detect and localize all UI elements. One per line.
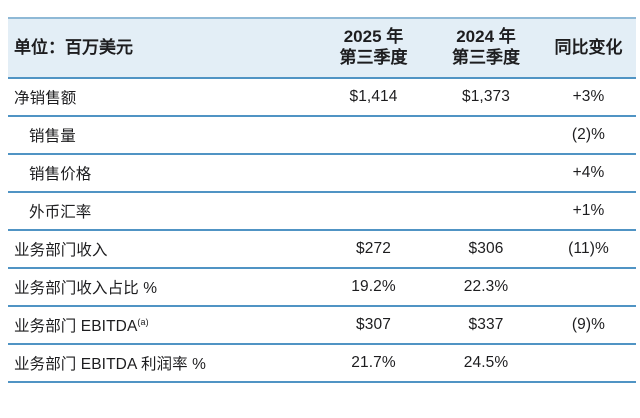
table-row-sales-volume: 销售量 (2)% bbox=[8, 116, 636, 154]
row-label: 业务部门收入占比 % bbox=[14, 280, 158, 297]
column-header-yoy-change: 同比变化 bbox=[554, 37, 623, 57]
footnote-marker: (a) bbox=[137, 316, 149, 327]
value-q3-2024: 22.3% bbox=[463, 278, 509, 295]
table-body: 净销售额 $1,414 $1,373 +3% 销售量 (2)% 销售价格 +4%… bbox=[8, 78, 636, 382]
row-label: 外币汇率 bbox=[29, 204, 92, 221]
table-row-foreign-currency: 外币汇率 +1% bbox=[8, 192, 636, 230]
value-q3-2024: $1,373 bbox=[461, 88, 510, 105]
value-yoy-change: (9)% bbox=[571, 316, 606, 333]
table-row-segment-income: 业务部门收入 $272 $306 (11)% bbox=[8, 230, 636, 268]
value-q3-2025: $272 bbox=[356, 240, 391, 257]
value-q3-2024 bbox=[431, 192, 541, 230]
table-row-segment-ebitda: 业务部门 EBITDA(a) $307 $337 (9)% bbox=[8, 306, 636, 344]
value-yoy-change: (2)% bbox=[571, 126, 606, 143]
value-q3-2025: $307 bbox=[356, 316, 391, 333]
financial-results-table: 单位：百万美元 2025 年 第三季度 2024 年 第三季度 同比变化 bbox=[8, 17, 636, 383]
value-q3-2024: $306 bbox=[468, 240, 504, 257]
value-yoy-change: +4% bbox=[572, 164, 605, 181]
header-row: 单位：百万美元 2025 年 第三季度 2024 年 第三季度 同比变化 bbox=[8, 18, 636, 78]
value-yoy-change: +3% bbox=[572, 88, 605, 105]
unit-label: 单位：百万美元 bbox=[14, 37, 133, 57]
row-label: 净销售额 bbox=[14, 90, 77, 107]
financial-table-container: 单位：百万美元 2025 年 第三季度 2024 年 第三季度 同比变化 bbox=[8, 17, 636, 383]
value-q3-2024 bbox=[431, 154, 541, 192]
value-yoy-change: (11)% bbox=[568, 240, 609, 257]
column-header-q3-2025: 2025 年 第三季度 bbox=[339, 27, 408, 67]
value-q3-2025 bbox=[316, 192, 431, 230]
value-q3-2025 bbox=[316, 154, 431, 192]
value-q3-2025 bbox=[316, 116, 431, 154]
value-q3-2025: 21.7% bbox=[351, 354, 396, 371]
value-q3-2024 bbox=[431, 116, 541, 154]
row-label: 销售量 bbox=[29, 128, 76, 145]
table-row-segment-income-margin: 业务部门收入占比 % 19.2% 22.3% bbox=[8, 268, 636, 306]
value-yoy-change bbox=[541, 268, 636, 306]
value-yoy-change: +1% bbox=[572, 202, 605, 219]
table-row-sales-price: 销售价格 +4% bbox=[8, 154, 636, 192]
table-row-segment-ebitda-margin: 业务部门 EBITDA 利润率 % 21.7% 24.5% bbox=[8, 344, 636, 382]
row-label: 业务部门收入 bbox=[14, 242, 108, 259]
row-label: 销售价格 bbox=[29, 166, 92, 183]
value-q3-2024: $337 bbox=[468, 316, 504, 333]
value-q3-2024: 24.5% bbox=[463, 354, 509, 371]
table-row-net-sales: 净销售额 $1,414 $1,373 +3% bbox=[8, 78, 636, 116]
value-q3-2025: 19.2% bbox=[351, 278, 396, 295]
column-header-q3-2024: 2024 年 第三季度 bbox=[452, 27, 520, 67]
column-header-unit: 单位：百万美元 bbox=[8, 18, 316, 78]
row-label: 业务部门 EBITDA 利润率 % bbox=[14, 356, 207, 373]
table-header: 单位：百万美元 2025 年 第三季度 2024 年 第三季度 同比变化 bbox=[8, 18, 636, 78]
value-q3-2025: $1,414 bbox=[349, 88, 398, 105]
row-label: 业务部门 EBITDA(a) bbox=[14, 316, 149, 335]
value-yoy-change bbox=[541, 344, 636, 382]
